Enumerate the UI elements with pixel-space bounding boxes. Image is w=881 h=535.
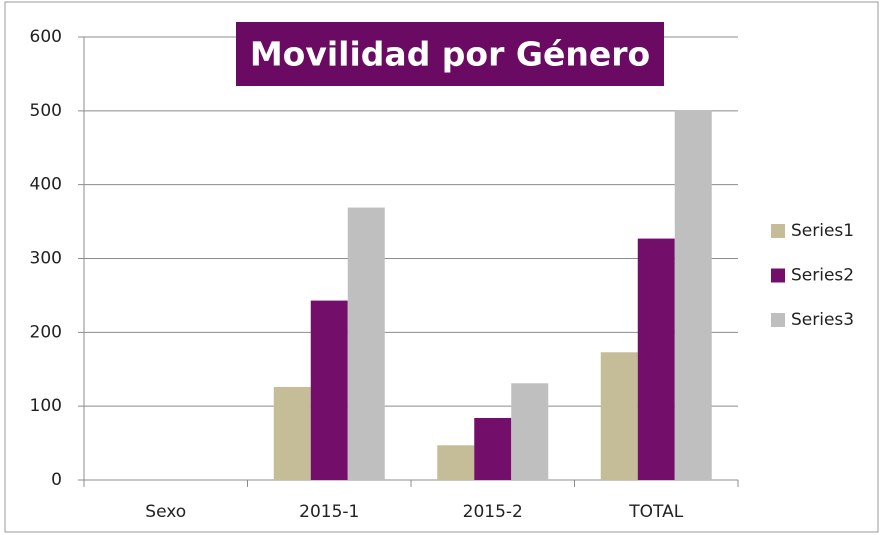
legend-swatch bbox=[771, 224, 785, 238]
legend-swatch bbox=[771, 313, 785, 327]
bar bbox=[511, 383, 549, 480]
chart-border bbox=[4, 1, 879, 533]
bar bbox=[674, 110, 712, 480]
legend-label: Series2 bbox=[791, 266, 854, 286]
y-tick-label: 400 bbox=[30, 175, 62, 195]
bar bbox=[637, 238, 675, 480]
bar bbox=[437, 445, 475, 480]
title-box bbox=[236, 22, 664, 86]
x-tick-label: 2015-1 bbox=[299, 502, 359, 522]
bar bbox=[600, 352, 638, 480]
chart-title: Movilidad por Género bbox=[250, 35, 650, 74]
bar bbox=[347, 207, 385, 480]
x-tick-label: TOTAL bbox=[628, 502, 683, 522]
bar bbox=[474, 417, 512, 480]
y-tick-label: 300 bbox=[30, 249, 62, 269]
y-tick-label: 600 bbox=[30, 27, 62, 47]
bar bbox=[310, 300, 348, 480]
plot-area: 0 100 200 300 400 500 600 Sexo 2015-1 2015-2 TOTAL… bbox=[30, 27, 855, 522]
legend-swatch bbox=[771, 268, 785, 283]
legend-label: Series3 bbox=[791, 310, 854, 330]
bar bbox=[273, 386, 311, 480]
y-tick-label: 200 bbox=[30, 322, 62, 342]
x-tick-label: Sexo bbox=[145, 502, 186, 522]
y-tick-label: 500 bbox=[30, 101, 62, 121]
y-tick-label: 0 bbox=[51, 470, 62, 490]
y-tick-label: 100 bbox=[30, 396, 62, 416]
legend-label: Series1 bbox=[791, 221, 854, 241]
x-tick-label: 2015-2 bbox=[463, 502, 523, 522]
